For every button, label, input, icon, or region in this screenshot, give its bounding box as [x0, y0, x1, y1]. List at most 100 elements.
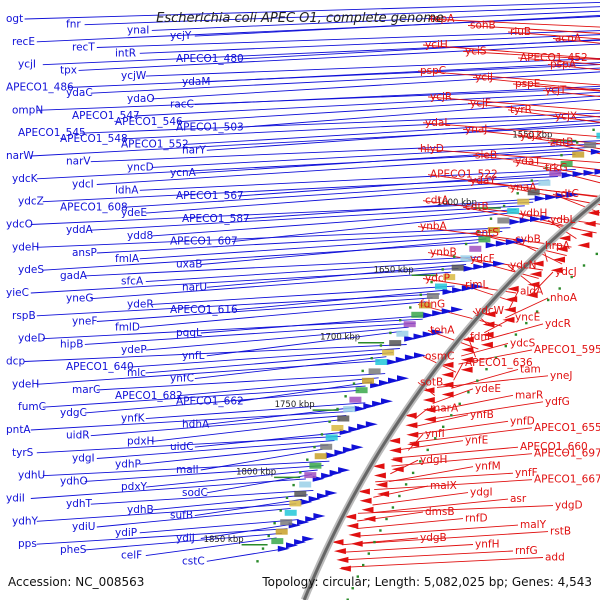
- label-line-fnr: [84, 6, 600, 26]
- guide-dot: [525, 321, 528, 325]
- gene-label-ydbL: ydbL: [550, 214, 576, 226]
- gene-label-intR: intR: [115, 47, 136, 59]
- forward-feature-yneJ: [441, 391, 454, 398]
- gene-label-pspA: pspA: [550, 58, 577, 70]
- gene-label-yncD: yncD: [127, 161, 154, 173]
- gene-label-tyrR: tyrR: [510, 104, 532, 116]
- reverse-feature-ydhO: [329, 469, 342, 476]
- forward-feature-ynbA: [558, 235, 571, 242]
- guide-dot: [373, 540, 376, 544]
- gene-label-APECO1_545: APECO1_545: [18, 127, 86, 139]
- content-bar: [426, 293, 439, 299]
- content-bar: [435, 283, 447, 290]
- guide-dot: [256, 560, 259, 563]
- gene-label-ynaA: ynaA: [510, 182, 537, 194]
- guide-dot: [419, 293, 422, 296]
- guide-dot: [299, 471, 302, 474]
- reverse-feature-ynfL: [404, 335, 417, 342]
- content-bar: [343, 406, 356, 413]
- forward-feature-ynfM: [373, 472, 386, 479]
- gene-label-cybB: cybB: [515, 234, 541, 246]
- label-line-APECO1_616: [231, 289, 448, 311]
- gene-label-sohB: sohB: [470, 20, 496, 32]
- gene-label-mlc: mlc: [127, 367, 146, 379]
- guide-dot: [267, 534, 270, 538]
- content-bar: [451, 264, 464, 271]
- reverse-feature-ynfC: [386, 359, 399, 365]
- gene-label-pspE: pspE: [515, 78, 540, 90]
- gene-label-APECO1_548: APECO1_548: [60, 133, 128, 145]
- reverse-feature-rspB: [451, 306, 464, 313]
- label-line-marR: [430, 394, 514, 412]
- reverse-feature-ydhU: [338, 467, 351, 474]
- reverse-feature-ydhP: [334, 449, 347, 456]
- reverse-feature-mall: [325, 452, 338, 459]
- gene-label-ycnA: ycnA: [170, 167, 197, 179]
- label-line-celF: [145, 537, 277, 557]
- gene-label-rnfD: rnfD: [465, 513, 488, 525]
- gene-label-cstC: cstC: [182, 555, 205, 567]
- label-line-ydaY: [467, 180, 600, 197]
- guide-dot: [261, 547, 265, 550]
- guide-dot: [558, 287, 561, 290]
- gene-label-marC: marC: [72, 384, 100, 396]
- guide-dot: [592, 128, 595, 131]
- label-line-rspB: [36, 293, 440, 317]
- label-line-ydhU: [42, 460, 330, 477]
- gene-label-pqqL: pqqL: [176, 327, 202, 339]
- gene-label-rnfG: rnfG: [515, 545, 538, 557]
- label-line-uidR: [90, 415, 347, 437]
- label-line-ydhO: [84, 465, 324, 482]
- gene-label-pdxY: pdxY: [121, 481, 148, 493]
- gene-label-ydcP: ydcP: [425, 273, 450, 285]
- label-line-fmlA: [139, 234, 495, 260]
- label-line-ydcI: [96, 153, 576, 185]
- guide-dot: [458, 402, 461, 405]
- reverse-feature-dcp: [414, 352, 426, 359]
- label-line-yieC: [30, 267, 459, 294]
- label-line-fmlD: [139, 301, 426, 328]
- content-bar: [389, 340, 402, 347]
- guide-dot: [391, 506, 395, 509]
- gene-label-ydhT: ydhT: [66, 498, 93, 510]
- reverse-feature-ydiP: [297, 519, 309, 526]
- gene-label-gadA: gadA: [60, 270, 88, 282]
- gene-label-ydeD: ydeD: [18, 333, 45, 345]
- gene-label-ydiP: ydiP: [115, 527, 137, 539]
- gene-label-ynfL: ynfL: [182, 350, 205, 362]
- label-line-APECO1_545: [79, 112, 600, 134]
- reverse-feature-APECO1_640: [404, 354, 417, 361]
- reverse-feature-ydcO: [540, 214, 553, 221]
- label-line-ydcN: [507, 265, 535, 288]
- label-line-nhoA: [505, 297, 549, 319]
- label-line-ydgD: [357, 505, 554, 514]
- guide-dot: [485, 368, 488, 371]
- content-bar: [362, 377, 374, 384]
- forward-feature-ynbB: [531, 260, 544, 267]
- forward-feature-APECO1_667: [377, 491, 390, 497]
- forward-feature-ydbH: [580, 231, 593, 238]
- forward-feature-APECO1_660: [390, 456, 403, 463]
- label-line-rstB: [355, 531, 549, 545]
- reverse-feature-ydhY: [313, 513, 326, 519]
- gene-label-ydeP: ydeP: [121, 344, 147, 356]
- reverse-feature-ydiU: [305, 516, 318, 523]
- content-bar: [517, 198, 530, 205]
- gene-label-ynfB: ynfB: [470, 409, 494, 421]
- forward-feature-entS: [555, 246, 568, 252]
- content-bar: [497, 217, 510, 224]
- content-bar: [487, 227, 500, 233]
- guide-dot: [426, 448, 429, 452]
- scale-tick-label: 1850 kbp: [204, 535, 244, 545]
- label-line-malY: [356, 524, 519, 537]
- forward-feature-fdnI: [461, 346, 474, 353]
- label-line-topA: [427, 18, 600, 28]
- label-line-ydaC: [90, 67, 600, 94]
- gene-label-cdtC: cdtC: [555, 188, 579, 200]
- reverse-feature-ydeH: [397, 375, 409, 382]
- guide-dot: [344, 395, 347, 398]
- gene-label-ynfK: ynfK: [121, 413, 146, 425]
- gene-label-zntB: zntB: [550, 136, 574, 148]
- forward-feature-ydcF: [529, 271, 542, 278]
